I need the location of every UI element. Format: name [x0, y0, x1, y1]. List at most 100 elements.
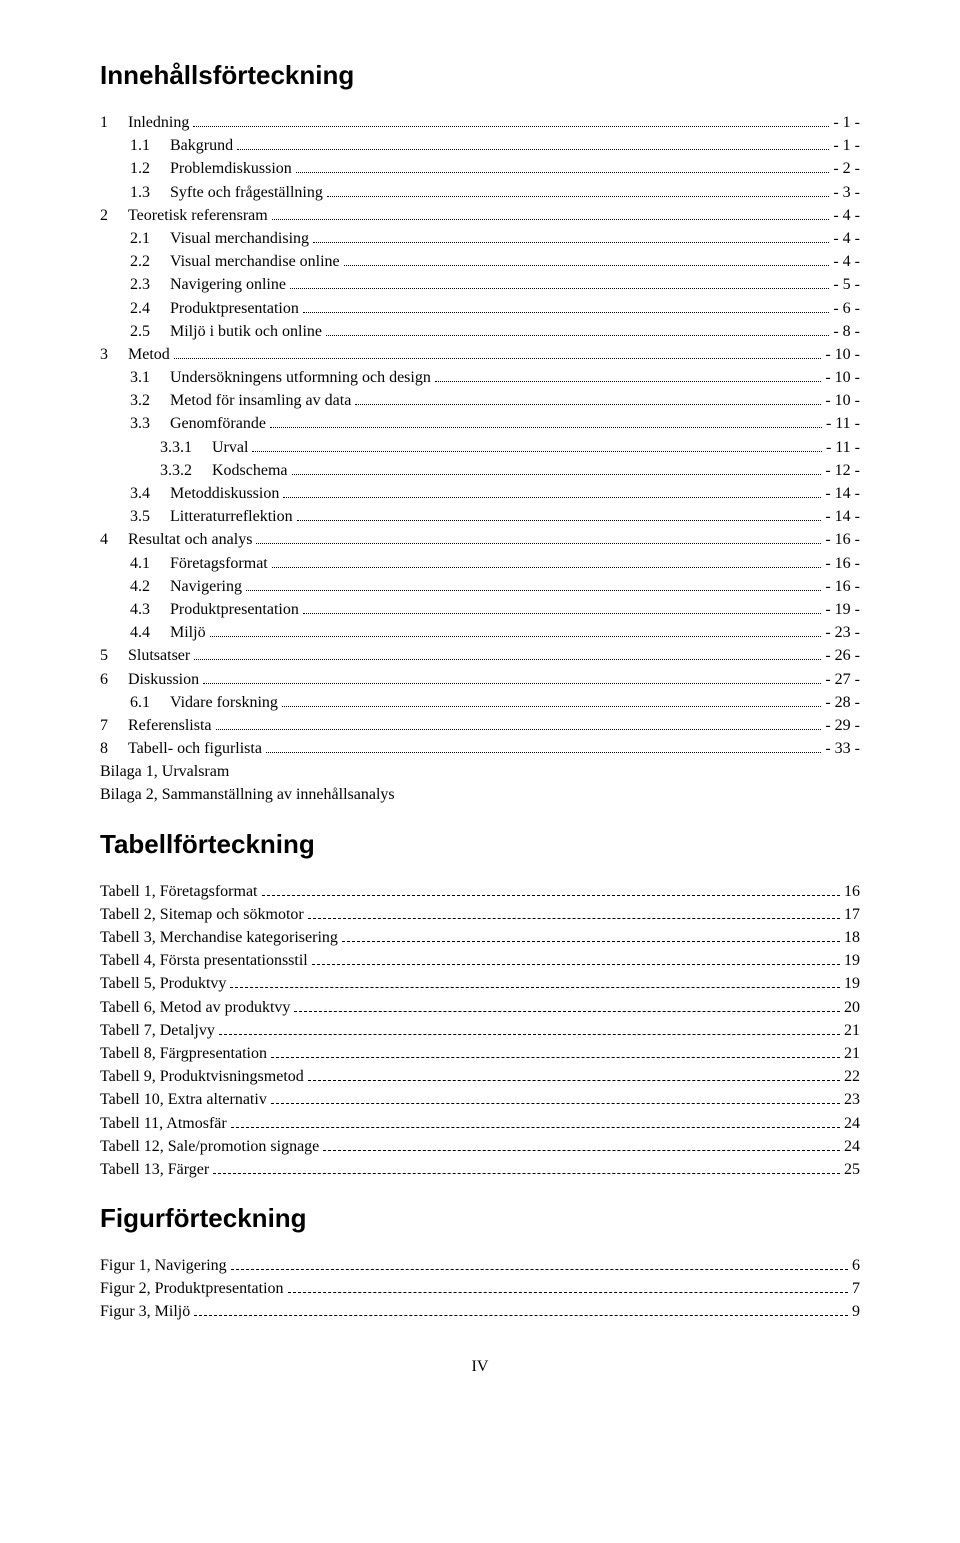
toc-label: Urval: [212, 436, 248, 459]
leader-dots: [313, 242, 829, 243]
toc-number: 4.1: [130, 552, 150, 575]
toc-label: Inledning: [128, 111, 189, 134]
table-page: 24: [844, 1135, 860, 1158]
toc-entry: 3.2Metod för insamling av data- 10 -: [100, 389, 860, 412]
table-label: Tabell 11, Atmosfär: [100, 1112, 227, 1135]
toc-number: 3.3.2: [160, 459, 192, 482]
toc-entry: 2.1Visual merchandising- 4 -: [100, 227, 860, 250]
toc-page: - 26 -: [825, 644, 860, 667]
figures-heading: Figurförteckning: [100, 1203, 860, 1234]
table-page: 19: [844, 949, 860, 972]
toc-label: Teoretisk referensram: [128, 204, 268, 227]
table-label: Tabell 13, Färger: [100, 1158, 209, 1181]
table-label: Tabell 3, Merchandise kategorisering: [100, 926, 338, 949]
leader-dash: [308, 1080, 840, 1081]
toc-label: Navigering online: [170, 273, 286, 296]
toc-entry: 4.4Miljö- 23 -: [100, 621, 860, 644]
leader-dash: [262, 895, 841, 896]
toc-entry: 3.3.1Urval- 11 -: [100, 436, 860, 459]
table-page: 16: [844, 880, 860, 903]
table-page: 24: [844, 1112, 860, 1135]
toc-entry: 4.1Företagsformat- 16 -: [100, 552, 860, 575]
leader-dash: [288, 1292, 848, 1293]
table-page: 17: [844, 903, 860, 926]
leader-dots: [292, 474, 822, 475]
toc-label: Miljö: [170, 621, 206, 644]
toc-entry: 4Resultat och analys- 16 -: [100, 528, 860, 551]
toc-number: 1.1: [130, 134, 150, 157]
leader-dots: [270, 427, 822, 428]
toc-number: 1.3: [130, 181, 150, 204]
toc-label: Bakgrund: [170, 134, 233, 157]
table-label: Tabell 1, Företagsformat: [100, 880, 258, 903]
leader-dash: [271, 1057, 840, 1058]
table-entry: Tabell 8, Färgpresentation21: [100, 1042, 860, 1065]
toc-entry: 6.1Vidare forskning- 28 -: [100, 691, 860, 714]
toc-number: 7: [100, 714, 108, 737]
leader-dots: [296, 172, 830, 173]
toc-entry: 2.4Produktpresentation- 6 -: [100, 297, 860, 320]
leader-dots: [327, 196, 830, 197]
toc-entry: 3.3Genomförande- 11 -: [100, 412, 860, 435]
table-label: Tabell 4, Första presentationsstil: [100, 949, 308, 972]
table-page: 22: [844, 1065, 860, 1088]
toc-entry: 3Metod- 10 -: [100, 343, 860, 366]
leader-dots: [216, 729, 822, 730]
toc-number: 3: [100, 343, 108, 366]
table-label: Tabell 12, Sale/promotion signage: [100, 1135, 319, 1158]
toc-entry: 1.2Problemdiskussion- 2 -: [100, 157, 860, 180]
toc-label: Slutsatser: [128, 644, 190, 667]
leader-dots: [303, 613, 821, 614]
toc-page: - 4 -: [833, 204, 860, 227]
figure-page: 7: [852, 1277, 860, 1300]
toc-number: 3.4: [130, 482, 150, 505]
toc-label: Diskussion: [128, 668, 199, 691]
toc-entry: 6Diskussion- 27 -: [100, 668, 860, 691]
leader-dots: [272, 567, 822, 568]
table-label: Tabell 8, Färgpresentation: [100, 1042, 267, 1065]
leader-dots: [290, 288, 829, 289]
toc-label: Referenslista: [128, 714, 212, 737]
toc-entry: 3.3.2Kodschema- 12 -: [100, 459, 860, 482]
toc-number: 4.2: [130, 575, 150, 598]
table-entry: Tabell 7, Detaljvy21: [100, 1019, 860, 1042]
toc-page: - 1 -: [833, 111, 860, 134]
toc-entry: 7 Referenslista - 29 -: [100, 714, 860, 737]
leader-dots: [272, 219, 830, 220]
page-number: IV: [100, 1358, 860, 1376]
toc-label: Visual merchandising: [170, 227, 309, 250]
toc-label: Tabell- och figurlista: [128, 737, 262, 760]
table-page: 20: [844, 996, 860, 1019]
leader-dots: [344, 265, 830, 266]
leader-dots: [246, 590, 821, 591]
toc-entry: 1Inledning- 1 -: [100, 111, 860, 134]
leader-dash: [312, 964, 840, 965]
table-entry: Tabell 5, Produktvy19: [100, 972, 860, 995]
toc-entry: 8Tabell- och figurlista- 33 -: [100, 737, 860, 760]
toc-label: Vidare forskning: [170, 691, 278, 714]
table-entry: Tabell 9, Produktvisningsmetod22: [100, 1065, 860, 1088]
toc-heading: Innehållsförteckning: [100, 60, 860, 91]
toc-number: 4.3: [130, 598, 150, 621]
leader-dots: [193, 126, 829, 127]
toc-label: Metod för insamling av data: [170, 389, 351, 412]
toc-number: 5: [100, 644, 108, 667]
toc-section: Innehållsförteckning 1Inledning- 1 -1.1B…: [100, 60, 860, 807]
table-page: 19: [844, 972, 860, 995]
toc-page: - 4 -: [833, 227, 860, 250]
toc-label: Miljö i butik och online: [170, 320, 322, 343]
toc-page: - 29 -: [825, 714, 860, 737]
table-entry: Tabell 10, Extra alternativ23: [100, 1088, 860, 1111]
toc-page: - 23 -: [825, 621, 860, 644]
toc-number: 2.4: [130, 297, 150, 320]
leader-dash: [342, 941, 840, 942]
table-page: 23: [844, 1088, 860, 1111]
toc-page: - 6 -: [833, 297, 860, 320]
toc-body: 1Inledning- 1 -1.1Bakgrund- 1 -1.2Proble…: [100, 111, 860, 760]
toc-number: 3.3.1: [160, 436, 192, 459]
toc-label: Navigering: [170, 575, 242, 598]
figure-label: Figur 3, Miljö: [100, 1300, 190, 1323]
toc-label: Kodschema: [212, 459, 288, 482]
leader-dots: [282, 706, 821, 707]
toc-number: 2: [100, 204, 108, 227]
